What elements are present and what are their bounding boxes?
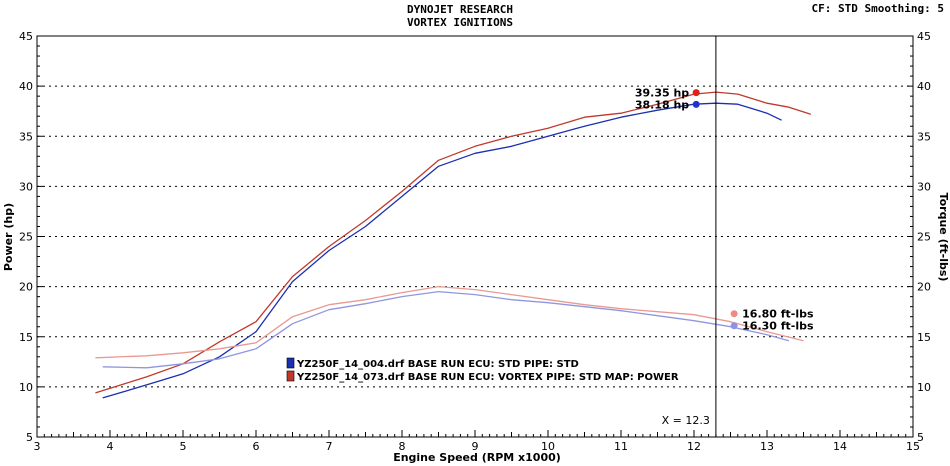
x-tick-label: 15 (906, 440, 920, 453)
x-tick-label: 12 (687, 440, 701, 453)
chart-title-line1: DYNOJET RESEARCH (407, 3, 513, 16)
annotation-marker (692, 100, 700, 108)
y-left-tick-label: 35 (19, 130, 33, 143)
y-right-tick-labels: 5 10 15 20 25 30 35 40 45 (917, 30, 931, 444)
y-right-tick-label: 20 (917, 281, 931, 294)
y-left-tick-label: 45 (19, 30, 33, 43)
y-axis-label-left: Power (hp) (2, 203, 15, 271)
x-tick-label: 10 (541, 440, 555, 453)
y-left-tick-labels: 5 10 15 20 25 30 35 40 45 (19, 30, 33, 444)
y-right-tick-label: 10 (917, 381, 931, 394)
correction-smoothing-readout: CF: STD Smoothing: 5 (812, 2, 944, 15)
series-line-2 (95, 91, 811, 394)
x-tick-label: 6 (253, 440, 260, 453)
legend: YZ250F_14_004.drf BASE RUN ECU: STD PIPE… (286, 357, 679, 383)
x-tick-label: 8 (399, 440, 406, 453)
series-line-1 (102, 102, 782, 399)
series-lines (95, 91, 811, 399)
legend-swatch (286, 357, 295, 369)
y-left-tick-label: 20 (19, 281, 33, 294)
x-tick-label: 14 (833, 440, 847, 453)
x-tick-label: 5 (180, 440, 187, 453)
x-tick-label: 13 (760, 440, 774, 453)
x-axis-label: Engine Speed (RPM x1000) (393, 451, 561, 464)
y-axis-label-right: Torque (ft-lbs) (937, 193, 950, 282)
chart-title-line2: VORTEX IGNITIONS (407, 16, 513, 29)
annotation-marker (692, 89, 700, 97)
y-left-tick-label: 25 (19, 231, 33, 244)
y-right-tick-label: 15 (917, 331, 931, 344)
y-left-tick-label: 5 (26, 431, 33, 444)
annotation-marker (730, 310, 738, 318)
legend-entry: YZ250F_14_004.drf BASE RUN ECU: STD PIPE… (296, 359, 579, 370)
y-right-tick-label: 45 (917, 30, 931, 43)
smoothing-label: Smoothing: 5 (864, 2, 944, 15)
y-left-tick-label: 10 (19, 381, 33, 394)
y-right-tick-label: 25 (917, 231, 931, 244)
annotation-marker (730, 322, 738, 330)
x-tick-labels: 3 4 5 6 7 8 9 10 11 12 13 14 15 (34, 440, 921, 453)
axis-ticks (36, 35, 914, 438)
legend-entry: YZ250F_14_073.drf BASE RUN ECU: VORTEX P… (296, 372, 679, 383)
x-tick-label: 9 (472, 440, 479, 453)
cursor-label: X = 12.3 (662, 414, 710, 427)
y-left-tick-label: 30 (19, 180, 33, 193)
annotation-label: 38.18 hp (635, 98, 689, 111)
series-line-3 (102, 290, 790, 369)
cursor-group: X = 12.3 (662, 36, 717, 437)
y-right-tick-label: 5 (917, 431, 924, 444)
x-tick-label: 7 (326, 440, 333, 453)
legend-swatch (286, 370, 295, 382)
y-right-tick-label: 35 (917, 130, 931, 143)
y-left-tick-label: 15 (19, 331, 33, 344)
grid-lines (37, 85, 913, 388)
y-right-tick-label: 30 (917, 180, 931, 193)
annotation-label: 16.80 ft-lbs (742, 308, 814, 321)
series-line-4 (95, 285, 804, 359)
annotation-label: 39.35 hp (635, 87, 689, 100)
correction-factor-label: CF: STD (811, 2, 858, 15)
x-tick-label: 3 (34, 440, 41, 453)
annotation-label: 16.30 ft-lbs (742, 320, 814, 333)
y-left-tick-label: 40 (19, 80, 33, 93)
y-right-tick-label: 40 (917, 80, 931, 93)
x-tick-label: 4 (107, 440, 114, 453)
x-tick-label: 11 (614, 440, 628, 453)
